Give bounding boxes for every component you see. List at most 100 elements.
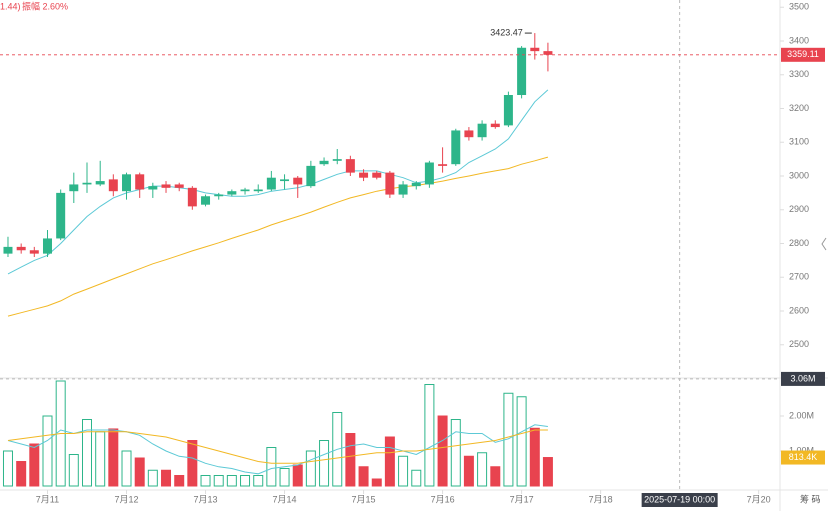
candle-body — [161, 184, 171, 188]
volume-bar — [292, 464, 303, 487]
volume-bar — [490, 466, 501, 487]
volume-bar — [95, 431, 106, 487]
volume-tick-label: 1.00M — [789, 445, 814, 455]
price-ma-line — [7, 156, 549, 317]
x-tick-label: 7月16 — [431, 494, 455, 504]
volume-bar — [463, 455, 474, 487]
x-tick-label: 7月17 — [510, 494, 534, 504]
header-amplitude: 振幅 2.60% — [22, 0, 68, 11]
candle-body — [451, 130, 461, 165]
candle-body — [122, 174, 132, 192]
candle-body — [3, 246, 13, 254]
volume-bar — [134, 457, 145, 487]
crosshair-volume-box — [781, 371, 825, 386]
volume-bar — [174, 475, 185, 487]
volume-bar — [108, 428, 119, 487]
volume-bar — [147, 469, 158, 487]
candle-body — [187, 187, 197, 207]
candle-body — [108, 179, 118, 192]
x-tick-label: 7月11 — [36, 494, 59, 504]
y-tick-label: 2600 — [789, 305, 809, 315]
volume-bar — [424, 384, 435, 487]
crosshair-x-label: 2025-07-19 00:00 — [644, 494, 715, 504]
candle-body — [214, 194, 224, 197]
x-tick-label: 7月15 — [352, 494, 376, 504]
candle-body — [438, 164, 448, 166]
volume-bar — [450, 419, 461, 487]
volume-bar — [213, 475, 224, 487]
footer-label[interactable]: 筹 码 — [800, 493, 821, 504]
volume-bar — [2, 450, 13, 487]
candle-body — [280, 179, 290, 182]
volume-label-box — [781, 450, 825, 465]
candle-body — [253, 189, 263, 192]
last-price-box — [781, 47, 825, 62]
y-tick-label: 2500 — [789, 339, 809, 349]
volume-bar — [161, 469, 172, 487]
volume-bar — [29, 443, 40, 487]
candle-body — [293, 177, 303, 185]
candle-body — [503, 95, 513, 126]
candle-body — [477, 123, 487, 138]
volume-bar — [279, 468, 290, 487]
candle-body — [398, 184, 408, 195]
candle-body — [319, 160, 329, 165]
volume-bar — [200, 475, 211, 487]
candle-body — [464, 130, 474, 138]
x-tick-label: 7月18 — [589, 494, 613, 504]
candle-body — [227, 191, 237, 195]
collapse-arrow[interactable] — [821, 237, 827, 251]
volume-bar — [305, 450, 316, 487]
candle-body — [95, 181, 105, 185]
volume-bar — [345, 433, 356, 487]
volume-label: 813.4K — [789, 452, 818, 462]
volume-bar — [121, 450, 132, 487]
candle-body — [306, 165, 316, 187]
x-tick-label: 7月20 — [747, 494, 771, 504]
candle-body — [201, 196, 211, 205]
x-tick-label: 7月13 — [194, 494, 218, 504]
volume-bar — [516, 396, 527, 487]
y-tick-label: 3200 — [789, 103, 809, 113]
candle-body — [148, 186, 158, 190]
candle-body — [372, 172, 382, 178]
candle-body — [240, 189, 250, 192]
price-ma-line — [7, 89, 549, 275]
volume-bar — [398, 455, 409, 487]
candle-body — [490, 123, 500, 128]
volume-tick-label: 2.00M — [789, 410, 814, 420]
candle-body — [385, 172, 395, 195]
candle-body — [266, 177, 276, 190]
high-label: 3423.47 — [490, 27, 523, 37]
y-tick-label: 2800 — [789, 238, 809, 248]
y-tick-label: 3400 — [789, 35, 809, 45]
candle-body — [411, 182, 421, 187]
candle-body — [29, 250, 39, 254]
volume-bar — [371, 478, 382, 487]
x-tick-label: 7月12 — [114, 494, 138, 504]
volume-bar — [16, 461, 27, 487]
candle-body — [332, 159, 342, 161]
y-tick-label: 3300 — [789, 69, 809, 79]
candle-body — [424, 162, 434, 185]
header-prefix: 1.44) — [0, 1, 21, 11]
volume-bar — [411, 469, 422, 487]
y-tick-label: 3100 — [789, 137, 809, 147]
last-price-label: 3359.11 — [787, 49, 819, 59]
volume-bar — [253, 475, 264, 487]
candle-body — [135, 174, 145, 190]
x-tick-label: 7月14 — [273, 494, 297, 504]
volume-bar — [384, 436, 395, 487]
volume-bar — [542, 457, 553, 487]
volume-ma-line — [7, 429, 548, 464]
y-tick-label: 2700 — [789, 272, 809, 282]
volume-bar — [477, 452, 488, 487]
volume-bar — [82, 419, 93, 487]
crosshair-x-box — [641, 493, 718, 507]
candle-body — [359, 172, 369, 178]
volume-bar — [68, 454, 79, 487]
volume-ma-line — [7, 424, 548, 475]
y-tick-label: 3500 — [789, 2, 809, 12]
candle-body — [56, 192, 66, 239]
candle-body — [517, 47, 527, 96]
